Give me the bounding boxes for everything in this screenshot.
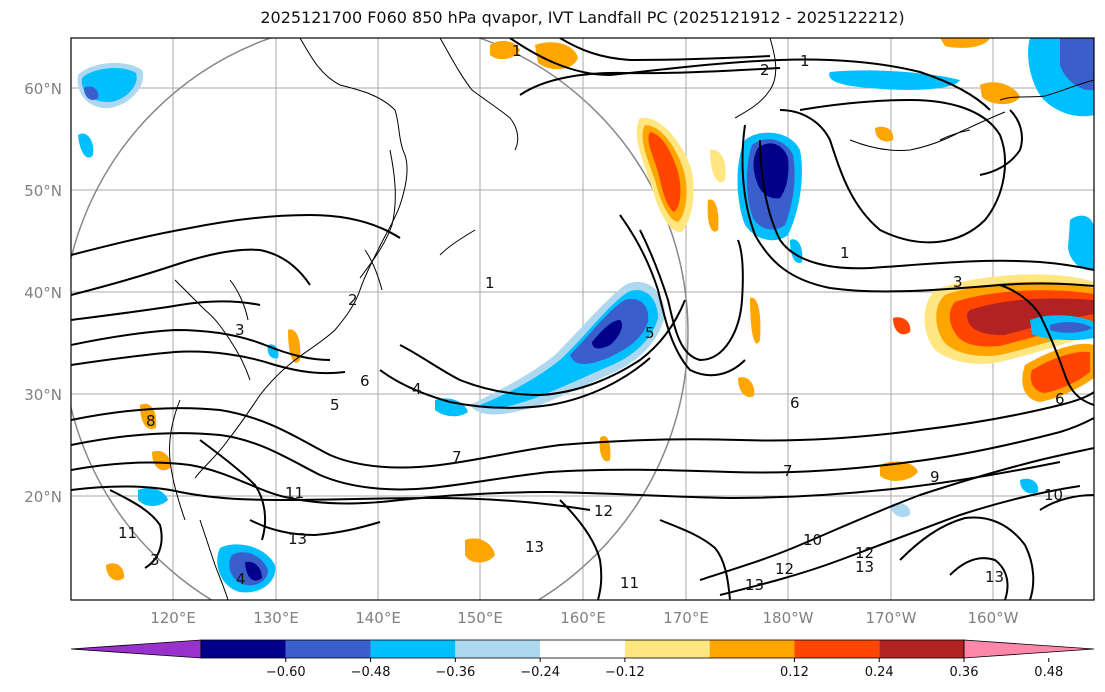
contour-label: 6 — [360, 372, 370, 390]
plot-frame — [70, 37, 1095, 601]
lon-tick-labels: 120°E 130°E 140°E 150°E 160°E 170°E 180°… — [150, 609, 1018, 627]
colorbar-tick-label: −0.24 — [520, 665, 560, 680]
lon-tick-label: 170°E — [663, 609, 709, 627]
contour-label: 2 — [348, 291, 358, 309]
contour-label: 9 — [930, 468, 940, 486]
contour-label: 4 — [236, 570, 246, 588]
coastlines — [169, 38, 1094, 600]
colorbar-segment — [709, 640, 795, 658]
lon-tick-label: 170°W — [866, 609, 917, 627]
contour-label: 6 — [1055, 390, 1065, 408]
contour-label: 13 — [855, 558, 874, 576]
lon-tick-label: 150°E — [457, 609, 503, 627]
contour-label: 7 — [783, 462, 793, 480]
contour-label: 3 — [150, 551, 160, 569]
colorbar-segment — [455, 640, 541, 658]
contour-lines — [71, 38, 1094, 600]
colorbar-tick-label: −0.48 — [351, 665, 391, 680]
shading-negative — [77, 38, 1094, 593]
lat-tick-label: 30°N — [24, 386, 62, 404]
colorbar-tick-label: −0.36 — [435, 665, 475, 680]
contour-label: 7 — [452, 448, 462, 466]
lon-tick-label: 160°W — [968, 609, 1019, 627]
colorbar: −0.60 −0.48 −0.36 −0.24 −0.12 0.12 0.24 0.36 0.4… — [70, 639, 1095, 680]
colorbar-segment — [963, 639, 1095, 659]
contour-label: 5 — [330, 396, 340, 414]
colorbar-tick-label: 0.12 — [780, 665, 809, 680]
lat-tick-labels: 60°N 50°N 40°N 30°N 20°N — [24, 80, 62, 506]
contour-label: 1 — [840, 244, 850, 262]
colorbar-outline — [200, 639, 965, 659]
colorbar-segment — [794, 640, 880, 658]
contour-label: 1 — [512, 42, 522, 60]
colorbar-segment — [540, 640, 625, 658]
lon-tick-label: 180°W — [763, 609, 814, 627]
lat-tick-label: 60°N — [24, 80, 62, 98]
contour-label: 13 — [745, 576, 764, 594]
contour-label: 5 — [645, 324, 655, 342]
lon-tick-label: 160°E — [560, 609, 606, 627]
contour-label: 11 — [620, 574, 639, 592]
contour-label: 8 — [146, 412, 156, 430]
colorbar-tick-label: 0.36 — [950, 665, 979, 680]
contour-label: 10 — [803, 531, 822, 549]
colorbar-segment — [201, 640, 286, 658]
colorbar-segment — [624, 640, 710, 658]
contour-label: 6 — [790, 394, 800, 412]
contour-label: 13 — [985, 568, 1004, 586]
colorbar-tick-label: 0.24 — [865, 665, 894, 680]
contour-label: 13 — [525, 538, 544, 556]
colorbar-segment — [285, 640, 371, 658]
contour-label: 13 — [288, 530, 307, 548]
contour-label: 12 — [775, 560, 794, 578]
contour-label: 11 — [118, 524, 137, 542]
contour-label: 12 — [594, 502, 613, 520]
colorbar-segment — [370, 640, 456, 658]
colorbar-segment — [70, 639, 202, 659]
colorbar-tick-label: −0.60 — [266, 665, 306, 680]
contour-label: 12 — [855, 544, 874, 562]
lon-tick-label: 140°E — [355, 609, 401, 627]
contour-label: 3 — [953, 273, 963, 291]
lat-tick-label: 20°N — [24, 488, 62, 506]
contour-label: 3 — [235, 321, 245, 339]
contour-label: 11 — [285, 484, 304, 502]
contour-labels: 1 1 2 1 1 3 2 3 4 5 5 6 6 7 6 7 8 9 10 1… — [118, 42, 1065, 594]
lat-tick-label: 50°N — [24, 182, 62, 200]
shading-positive — [106, 38, 1094, 581]
colorbar-segment — [879, 640, 964, 658]
contour-label: 1 — [485, 274, 495, 292]
contour-label: 2 — [760, 61, 770, 79]
lat-tick-label: 40°N — [24, 284, 62, 302]
colorbar-tick-label: 0.48 — [1034, 665, 1063, 680]
contour-label: 10 — [1044, 486, 1063, 504]
contour-label: 4 — [412, 380, 422, 398]
contour-label: 1 — [800, 52, 810, 70]
landfall-region-circle — [71, 38, 689, 600]
colorbar-tick-label: −0.12 — [605, 665, 645, 680]
lon-tick-label: 130°E — [253, 609, 299, 627]
lon-tick-label: 120°E — [150, 609, 196, 627]
map-title: 2025121700 F060 850 hPa qvapor, IVT Land… — [260, 8, 905, 27]
plot-area: 1 1 2 1 1 3 2 3 4 5 5 6 6 7 6 7 8 9 10 1… — [71, 38, 1094, 600]
